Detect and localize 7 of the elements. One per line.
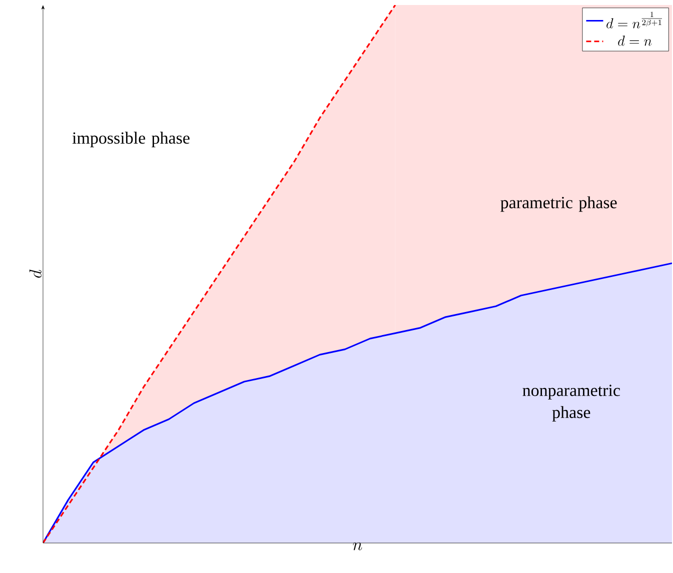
annotation: nonparametric phase [522, 384, 620, 422]
annotation: parametric phase [500, 196, 617, 212]
annotation: impossible phase [72, 132, 190, 148]
y-axis-title: $d$ [29, 270, 42, 278]
legend-label: $d = n^{\frac{1}{2\beta+1}}$ [606, 12, 662, 28]
legend-label: $d = n$ [618, 36, 652, 46]
x-axis-title: $n$ [352, 542, 362, 550]
